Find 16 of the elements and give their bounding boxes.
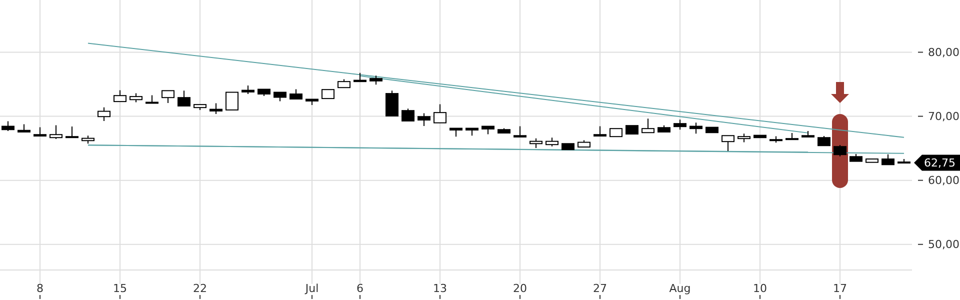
x-tick-label: 17 (833, 282, 847, 295)
x-tick-label: 10 (753, 282, 767, 295)
x-tick-label: 8 (36, 282, 44, 295)
text: 62,75 (924, 156, 956, 170)
y-tick-label: 70,00 (928, 110, 960, 124)
x-tick-label: 13 (433, 282, 447, 295)
x-tick-label: 15 (113, 282, 127, 295)
x-tick-label: Jul (304, 282, 319, 295)
y-tick-label: 80,00 (928, 46, 960, 60)
x-tick-label: Aug (669, 282, 691, 295)
y-tick-label: 50,00 (928, 238, 960, 252)
y-tick-label: 60,00 (928, 174, 960, 188)
x-tick-label: 6 (356, 282, 364, 295)
x-tick-label: 20 (513, 282, 527, 295)
x-tick-label: 22 (193, 282, 207, 295)
x-tick-label: 27 (593, 282, 607, 295)
